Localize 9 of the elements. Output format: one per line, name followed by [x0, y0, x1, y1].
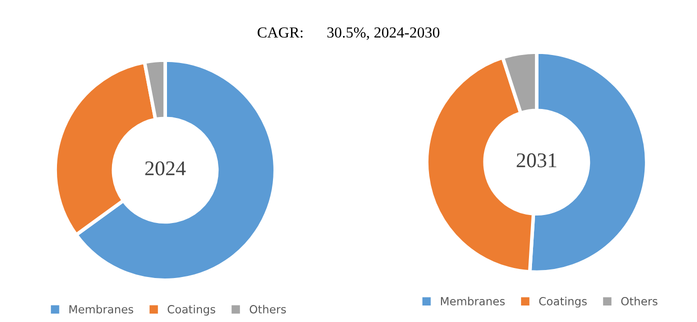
legend-label: Others [621, 296, 658, 306]
legend-label: Membranes [440, 296, 505, 306]
legend-label: Coatings [168, 304, 216, 316]
legend-label: Others [250, 304, 286, 314]
text: CAGR: 30.5%, 2024-2030 [258, 27, 440, 40]
legend-label: Membranes [69, 304, 134, 314]
text: 2031 [516, 153, 556, 168]
text: 2024 [145, 161, 186, 176]
legend-label: Coatings [539, 296, 587, 308]
